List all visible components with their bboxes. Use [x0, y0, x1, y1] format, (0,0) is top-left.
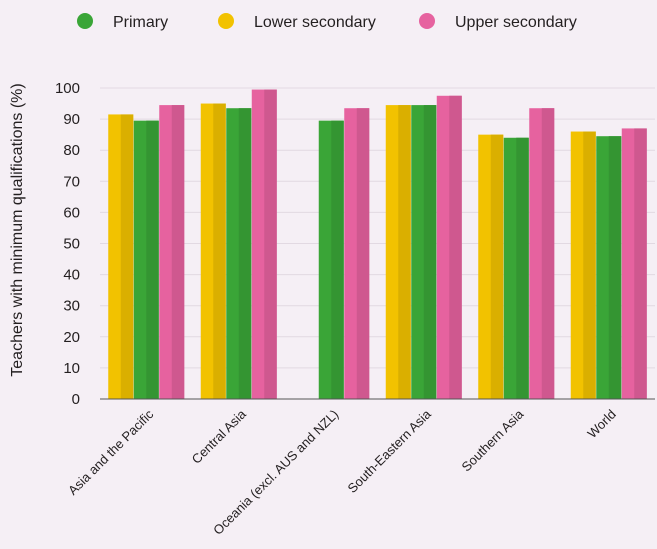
bar-shade: [634, 128, 647, 399]
x-axis-categories: Asia and the Pacific Central AsiaOceania …: [65, 406, 619, 538]
bar: [570, 131, 596, 400]
y-axis-ticks: 0 10 20 30 40 50 60 70 80 90 100: [55, 80, 80, 408]
y-tick-label: 80: [63, 142, 80, 159]
bar-shade: [120, 114, 134, 399]
bar: [503, 137, 529, 399]
x-category-label: Southern Asia: [459, 406, 527, 474]
legend-marker: [77, 13, 93, 29]
bar-shade: [583, 131, 596, 400]
bar-shade: [490, 134, 504, 399]
bar-shade: [423, 105, 437, 399]
y-tick-label: 30: [63, 298, 80, 315]
bar: [478, 134, 504, 399]
legend-label: Lower secondary: [254, 14, 376, 31]
bar: [108, 114, 134, 399]
x-category-label: South-Eastern Asia: [345, 406, 435, 496]
bar: [385, 105, 411, 399]
bar: [226, 108, 252, 399]
bar: [436, 95, 462, 400]
bars: [108, 89, 647, 400]
x-category-label: World: [584, 407, 618, 441]
bar-shade: [398, 105, 411, 399]
bar-shade: [331, 120, 344, 399]
bar-shade: [516, 137, 529, 399]
bar: [133, 120, 159, 399]
legend-item: Upper secondary: [419, 13, 577, 31]
bar-shade: [238, 108, 252, 399]
y-tick-label: 10: [63, 360, 80, 377]
bar: [621, 128, 647, 399]
bar-shade: [608, 136, 622, 399]
y-tick-label: 70: [63, 173, 80, 190]
bar: [159, 105, 185, 399]
bar-shade: [264, 89, 277, 400]
x-category-label: Central Asia: [189, 406, 250, 467]
y-tick-label: 90: [63, 111, 80, 128]
y-tick-label: 0: [72, 391, 80, 408]
x-category-label: Asia and the Pacific: [65, 406, 157, 498]
bar-shade: [356, 108, 370, 399]
bar: [596, 136, 622, 399]
bar: [411, 105, 437, 399]
y-tick-label: 40: [63, 267, 80, 284]
legend: Primary Lower secondary Upper secondary: [77, 13, 577, 31]
bar-shade: [213, 103, 226, 400]
bar: [318, 120, 344, 399]
bar-shade: [171, 105, 185, 399]
bar-shade: [541, 108, 555, 399]
y-tick-label: 100: [55, 80, 80, 97]
bar-shade: [449, 95, 462, 400]
y-tick-label: 50: [63, 236, 80, 253]
legend-marker: [419, 13, 435, 29]
legend-item: Primary: [77, 13, 168, 31]
legend-item: Lower secondary: [218, 13, 376, 31]
y-axis-label: Teachers with minimum qualifications (%): [9, 83, 26, 376]
bar: [529, 108, 555, 399]
y-tick-label: 60: [63, 204, 80, 221]
bar-shade: [146, 120, 159, 399]
legend-label: Upper secondary: [455, 14, 577, 31]
bar: [251, 89, 277, 400]
y-tick-label: 20: [63, 329, 80, 346]
bar: [344, 108, 370, 399]
legend-label: Primary: [113, 14, 168, 31]
legend-marker: [218, 13, 234, 29]
bar: [200, 103, 226, 400]
gridlines: [100, 87, 655, 369]
